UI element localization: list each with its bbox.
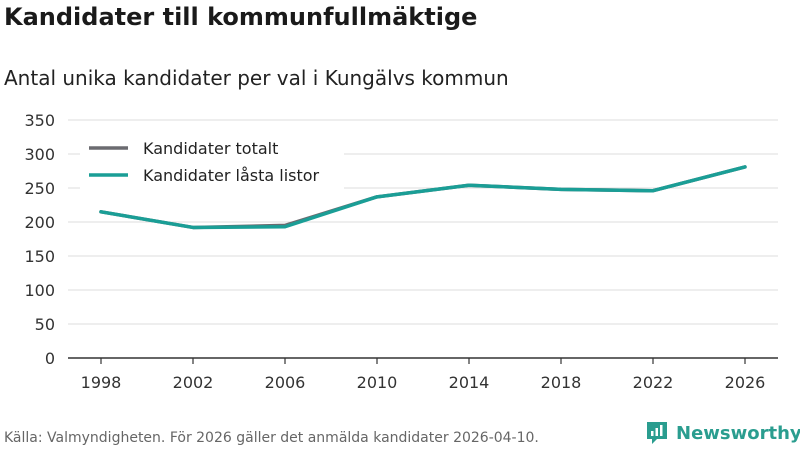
x-tick-label: 2026 <box>725 373 766 392</box>
x-tick-label: 2002 <box>173 373 214 392</box>
y-tick-label: 300 <box>24 145 55 164</box>
y-tick-label: 100 <box>24 281 55 300</box>
legend-label: Kandidater totalt <box>143 139 278 158</box>
x-tick-label: 2010 <box>357 373 398 392</box>
legend-label: Kandidater låsta listor <box>143 166 320 185</box>
y-tick-label: 250 <box>24 179 55 198</box>
y-tick-label: 350 <box>24 111 55 130</box>
brand-logo[interactable]: Newsworthy <box>645 420 800 446</box>
series-line-kandidater-lasta-listor <box>99 165 747 230</box>
x-tick-label: 1998 <box>81 373 122 392</box>
x-tick-label: 2022 <box>633 373 674 392</box>
y-tick-label: 0 <box>45 349 55 368</box>
brand-name: Newsworthy <box>676 422 800 444</box>
x-tick-label: 2014 <box>449 373 490 392</box>
x-tick-label: 2018 <box>541 373 582 392</box>
legend: Kandidater totalt Kandidater låsta listor <box>80 133 344 189</box>
y-tick-label: 150 <box>24 247 55 266</box>
x-tick-label: 2006 <box>265 373 306 392</box>
chart-subtitle: Antal unika kandidater per val i Kungälv… <box>4 66 509 90</box>
y-tick-label: 200 <box>24 213 55 232</box>
legend-background <box>80 133 344 189</box>
source-note: Källa: Valmyndigheten. För 2026 gäller d… <box>4 430 539 446</box>
chart-title: Kandidater till kommunfullmäktige <box>4 3 478 31</box>
y-tick-label: 50 <box>35 315 55 334</box>
newsworthy-logo-icon <box>647 422 667 444</box>
x-axis: 1998 2002 2006 2010 2014 2018 2022 2026 <box>68 357 778 392</box>
series-lines <box>99 165 747 230</box>
y-axis: 0 50 100 150 200 250 300 350 <box>24 111 55 368</box>
